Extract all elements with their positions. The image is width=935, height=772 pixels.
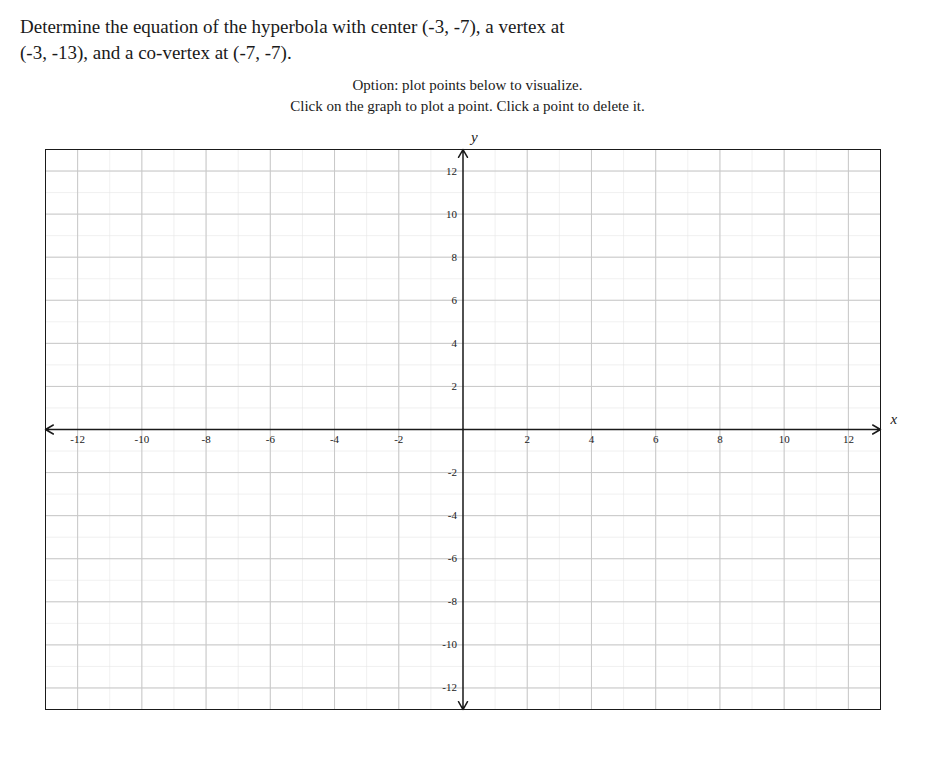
svg-text:x: x (890, 412, 898, 428)
svg-text:-6: -6 (448, 553, 458, 565)
svg-text:-12: -12 (442, 682, 457, 694)
svg-text:-6: -6 (266, 433, 276, 445)
svg-text:-4: -4 (330, 433, 340, 445)
svg-text:10: 10 (779, 433, 791, 445)
svg-text:12: 12 (843, 433, 854, 445)
svg-text:-8: -8 (201, 433, 211, 445)
svg-text:2: 2 (524, 433, 530, 445)
html-text:Click on the graph to plot a p: Click on the graph to plot a point. Clic… (290, 98, 645, 115)
svg-text:6: 6 (653, 433, 659, 445)
svg-text:6: 6 (452, 294, 458, 306)
svg-text:4: 4 (452, 337, 458, 349)
svg-text:-2: -2 (448, 466, 457, 478)
svg-text:12: 12 (446, 165, 457, 177)
svg-text:-4: -4 (448, 509, 458, 521)
svg-text:-12: -12 (70, 433, 85, 445)
svg-text:4: 4 (589, 433, 595, 445)
svg-text:-10: -10 (135, 433, 150, 445)
svg-text:8: 8 (717, 433, 723, 445)
html-text:Determine the equation of the: Determine the equation of the hyperbola … (20, 16, 565, 63)
html-text:Option: plot points below to v: Option: plot points below to visualize. (352, 77, 583, 94)
svg-text:-10: -10 (442, 639, 457, 651)
svg-text:-2: -2 (394, 433, 403, 445)
svg-text:10: 10 (446, 208, 458, 220)
svg-text:2: 2 (452, 380, 458, 392)
svg-text:8: 8 (452, 251, 458, 263)
svg-text:-8: -8 (448, 596, 458, 608)
svg-text:y: y (469, 130, 478, 146)
